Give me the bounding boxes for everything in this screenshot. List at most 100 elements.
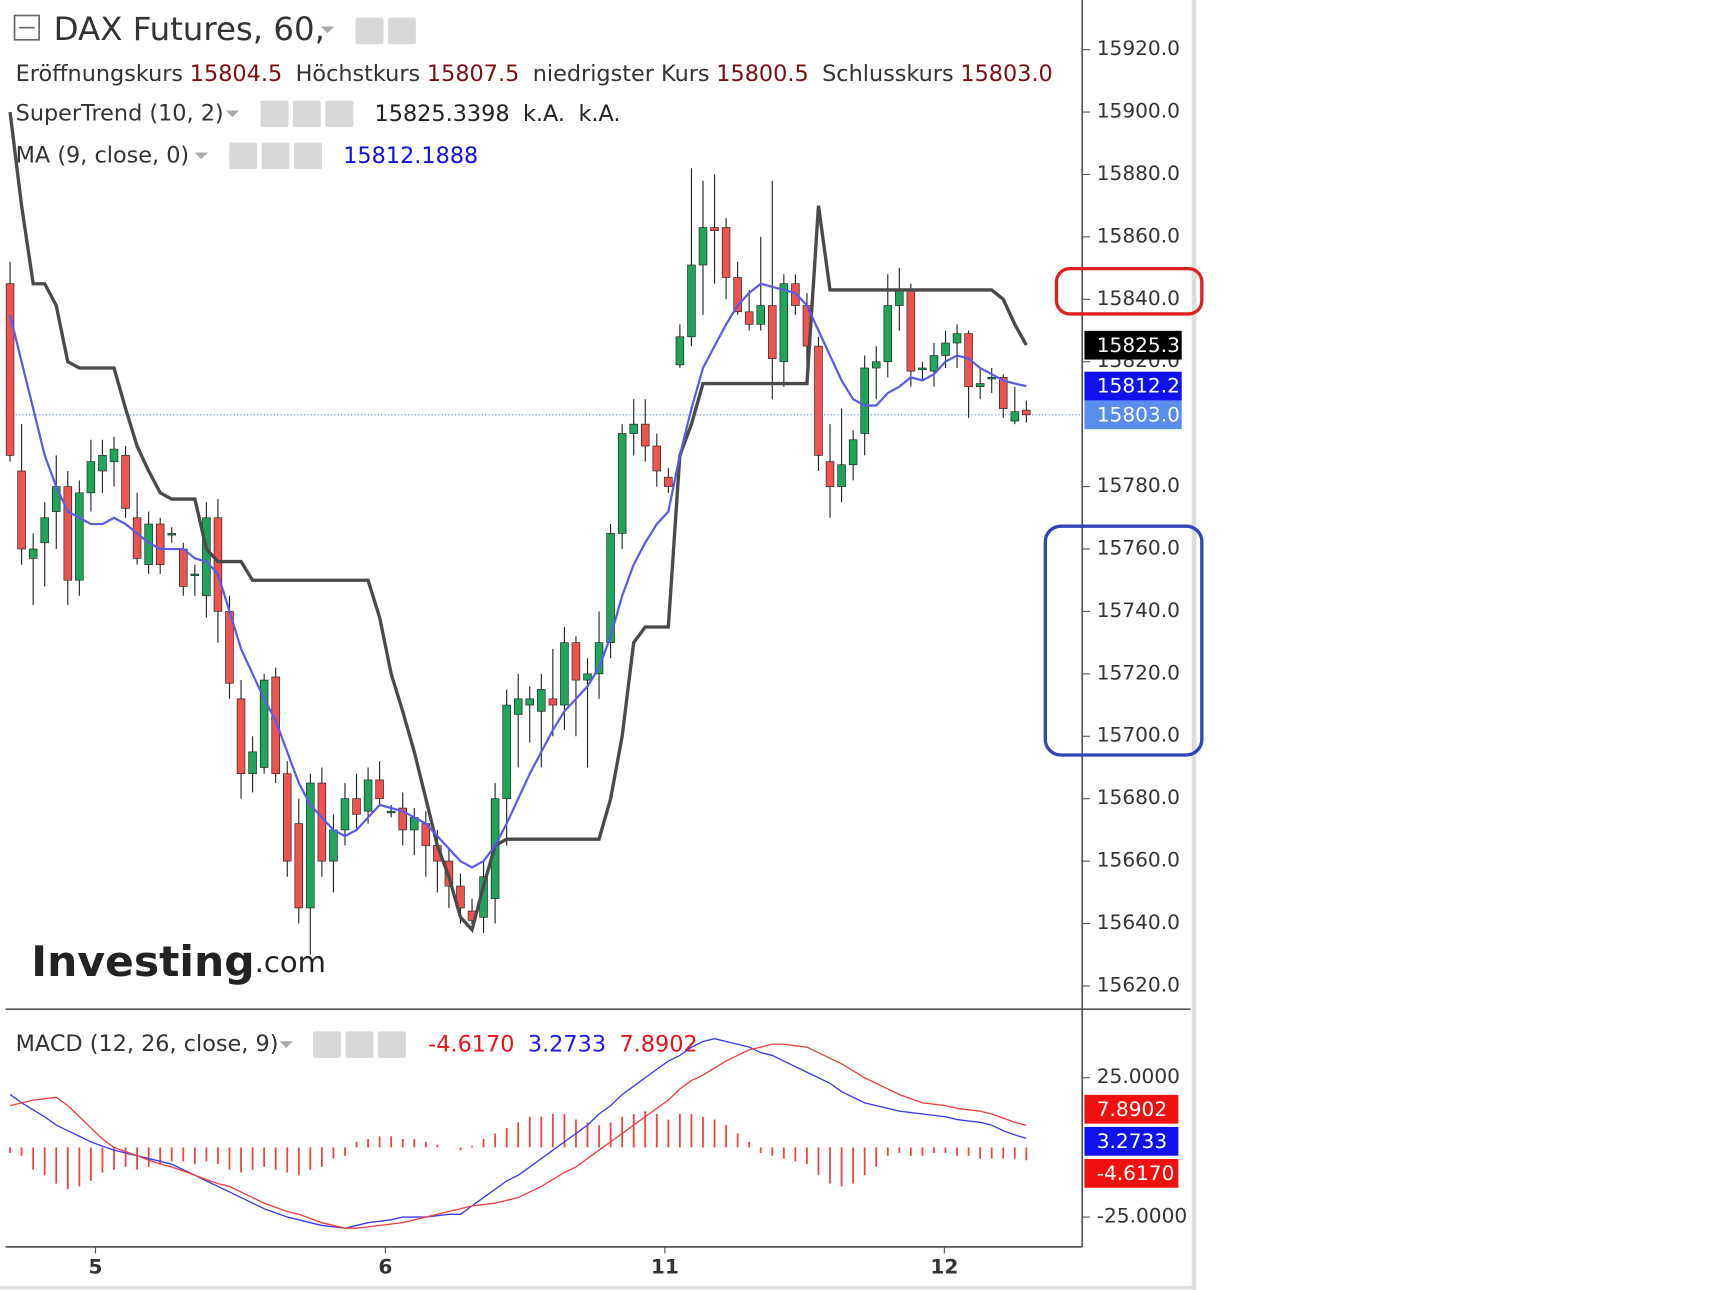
macd-title: MACD (12, 26, close, 9) <box>16 1031 279 1057</box>
dropdown-arrow[interactable] <box>225 110 240 118</box>
candle-body <box>698 227 708 266</box>
price-tag-label: 15803.0 <box>1097 402 1180 426</box>
candle-body <box>606 533 615 643</box>
candle-body <box>155 523 165 565</box>
candle-body <box>941 342 950 356</box>
y-tick-label: 15900.0 <box>1097 99 1180 123</box>
candle-body <box>28 548 38 559</box>
candle-body <box>571 642 581 681</box>
legend-label: niedrigster Kurs <box>533 61 710 87</box>
candle-body <box>202 517 211 597</box>
candle-body <box>825 461 835 487</box>
candle-body <box>456 885 465 909</box>
x-tick-label: 12 <box>930 1254 958 1278</box>
candle-body <box>779 283 789 363</box>
candle-body <box>132 517 142 559</box>
x-tick-label: 11 <box>651 1254 679 1278</box>
y-tick-label: 15700.0 <box>1097 723 1180 747</box>
y-tick-label: 15840.0 <box>1097 286 1180 310</box>
indicator-button[interactable] <box>292 100 321 128</box>
y-tick-label: 15740.0 <box>1097 598 1180 622</box>
macd-tag <box>1084 1094 1179 1124</box>
candle-body <box>259 679 269 768</box>
candle-body <box>733 277 742 313</box>
candle-body <box>987 377 996 380</box>
y-tick-label: 25.0000 <box>1097 1064 1180 1088</box>
candle-body <box>1022 409 1031 416</box>
dropdown-arrow[interactable] <box>194 152 208 160</box>
macd-tag-label: -4.6170 <box>1097 1161 1175 1185</box>
candle-body <box>109 448 119 462</box>
y-tick-label: 15920.0 <box>1097 36 1180 60</box>
candle-body <box>63 486 73 581</box>
candle-body <box>75 492 84 581</box>
legend-series-name: MA (9, close, 0) <box>16 142 190 168</box>
watermark-brand: Investing <box>31 937 254 986</box>
candle-body <box>121 455 130 509</box>
signal-line <box>9 1043 1027 1229</box>
y-tick-label: 15860.0 <box>1097 223 1180 247</box>
candle-body <box>40 517 49 544</box>
x-tick-label: 6 <box>378 1254 392 1278</box>
candle-body <box>271 676 280 775</box>
candle-body <box>502 704 511 800</box>
candle-body <box>248 751 257 775</box>
candle-body <box>525 698 535 706</box>
x-tick-label: 5 <box>89 1254 103 1278</box>
candle-body <box>375 779 384 800</box>
legend-series-value: 15812.1888 <box>343 142 478 168</box>
price-tag <box>1084 400 1182 430</box>
y-tick-label: -25.0000 <box>1097 1204 1187 1228</box>
candle-body <box>837 464 846 487</box>
candle-body <box>918 367 927 370</box>
candle-body <box>652 445 662 472</box>
candle-body <box>560 642 569 706</box>
candle-body <box>294 823 304 909</box>
candle-body <box>952 333 962 344</box>
indicator-button[interactable] <box>387 17 416 45</box>
legend-series-value: k.A. <box>578 100 620 126</box>
candle-body <box>929 355 939 372</box>
indicator-button[interactable] <box>313 1031 341 1058</box>
dropdown-arrow[interactable] <box>320 26 335 34</box>
candle-body <box>814 345 823 456</box>
y-tick-label: 15640.0 <box>1097 910 1180 934</box>
indicator-button[interactable] <box>355 17 384 45</box>
y-tick-label: 15720.0 <box>1097 660 1180 684</box>
indicator-button[interactable] <box>325 100 354 128</box>
candle-body <box>848 439 858 466</box>
candle-body <box>640 423 650 447</box>
y-tick-label: 15760.0 <box>1097 536 1180 560</box>
price-tag-label: 15812.2 <box>1097 374 1180 398</box>
indicator-button[interactable] <box>229 142 258 170</box>
indicator-button[interactable] <box>377 1031 406 1058</box>
indicator-button[interactable] <box>261 142 290 170</box>
legend-series-value: 15825.3398 <box>375 100 510 126</box>
candle-body <box>617 433 627 534</box>
indicator-button[interactable] <box>294 142 322 170</box>
dropdown-arrow[interactable] <box>279 1041 293 1048</box>
candle-body <box>999 377 1008 409</box>
legend-series-name: SuperTrend (10, 2) <box>16 100 224 126</box>
candle-body <box>17 470 26 550</box>
watermark-suffix: .com <box>255 945 326 979</box>
legend-value: 15803.0 <box>960 61 1052 87</box>
candle-body <box>98 455 107 472</box>
candle-body <box>906 289 916 372</box>
indicator-button[interactable] <box>260 100 289 128</box>
legend-label: Schlusskurs <box>822 61 954 87</box>
candle-body <box>5 283 15 456</box>
candle-body <box>329 829 338 862</box>
macd-legend-value: -4.6170 <box>428 1031 514 1057</box>
legend-series-value: k.A. <box>523 100 565 126</box>
collapse-button[interactable] <box>13 14 40 41</box>
candle-body <box>1010 411 1020 422</box>
legend-label: Höchstkurs <box>296 61 421 87</box>
macd-line <box>9 1038 1027 1229</box>
candle-body <box>548 698 558 706</box>
highlight-red <box>1054 266 1204 316</box>
candle-body <box>352 798 361 815</box>
candle-body <box>687 264 696 338</box>
ma-line <box>8 282 1027 869</box>
indicator-button[interactable] <box>345 1031 374 1058</box>
